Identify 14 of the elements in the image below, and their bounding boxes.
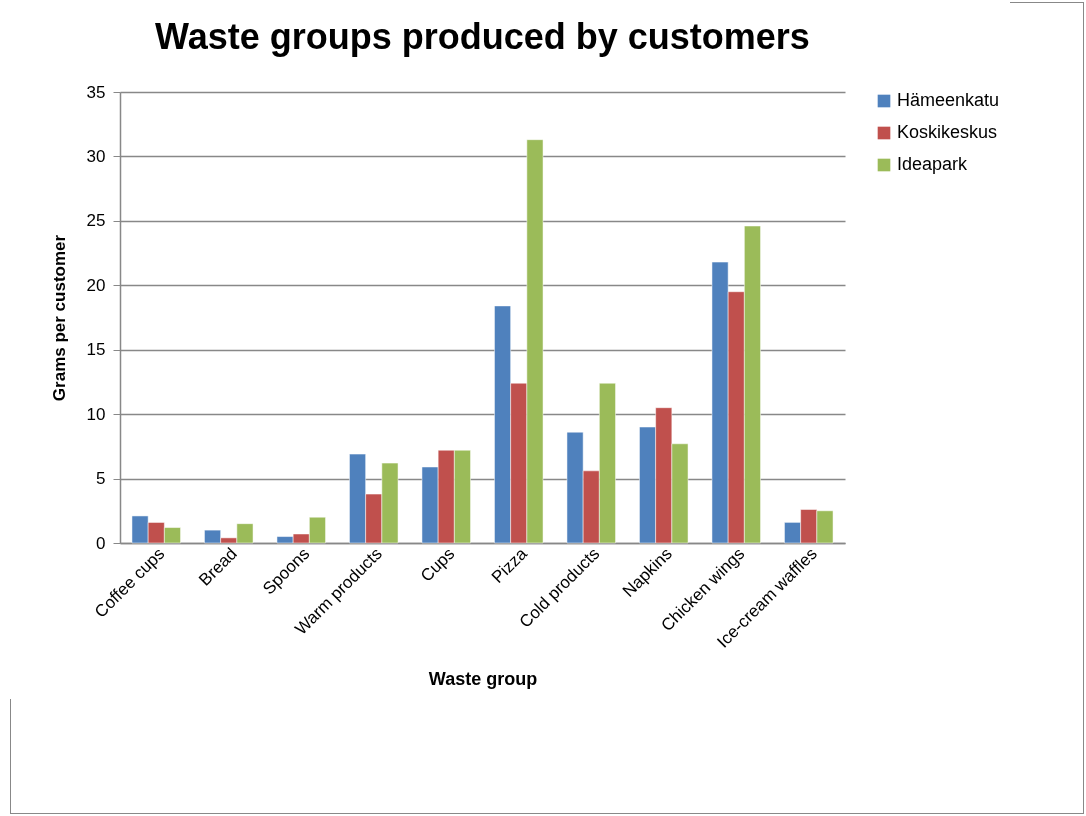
- y-axis-title: Grams per customer: [49, 234, 69, 402]
- y-tick-label: 5: [96, 469, 106, 489]
- legend-label: Koskikeskus: [897, 122, 998, 142]
- legend-label: Ideapark: [897, 154, 969, 174]
- chart-title: Waste groups produced by customers: [155, 16, 810, 57]
- y-tick-label: 0: [96, 533, 106, 553]
- y-tick-label: 25: [86, 211, 106, 231]
- y-tick-label: 35: [86, 82, 106, 102]
- y-tick-label: 20: [86, 275, 106, 295]
- x-axis-title: Waste group: [428, 668, 538, 689]
- y-tick-label: 15: [86, 340, 106, 360]
- y-tick-label: 30: [86, 146, 106, 166]
- legend-label: Hämeenkatu: [897, 90, 1000, 110]
- y-tick-label: 10: [86, 404, 106, 424]
